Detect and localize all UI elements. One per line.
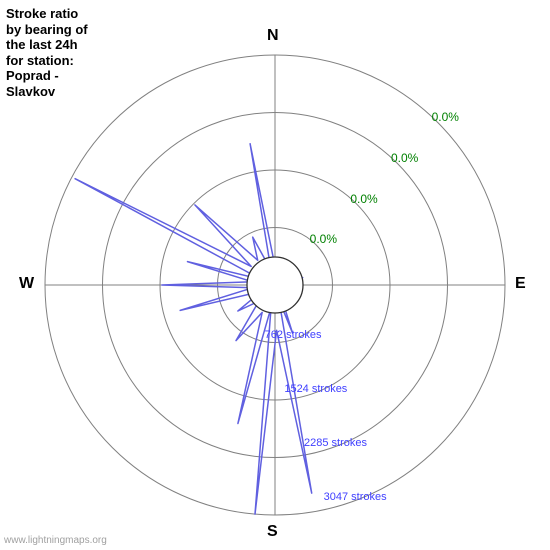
- ring-label-green: 0.0%: [310, 232, 337, 246]
- credit-text: www.lightningmaps.org: [4, 535, 107, 546]
- center-hole: [247, 257, 303, 313]
- ring-label-green: 0.0%: [432, 110, 459, 124]
- compass-n: N: [267, 27, 279, 45]
- ring-label-blue: 762 strokes: [265, 329, 322, 341]
- ring-label-blue: 2285 strokes: [304, 437, 367, 449]
- compass-e: E: [515, 275, 526, 293]
- chart-title: Stroke ratio by bearing of the last 24h …: [6, 6, 88, 100]
- compass-s: S: [267, 523, 278, 541]
- ring-label-blue: 3047 strokes: [324, 491, 387, 503]
- polar-chart-container: Stroke ratio by bearing of the last 24h …: [0, 0, 550, 550]
- ring-label-green: 0.0%: [391, 151, 418, 165]
- compass-w: W: [19, 275, 34, 293]
- ring-label-blue: 1524 strokes: [284, 383, 347, 395]
- ring-label-green: 0.0%: [350, 192, 377, 206]
